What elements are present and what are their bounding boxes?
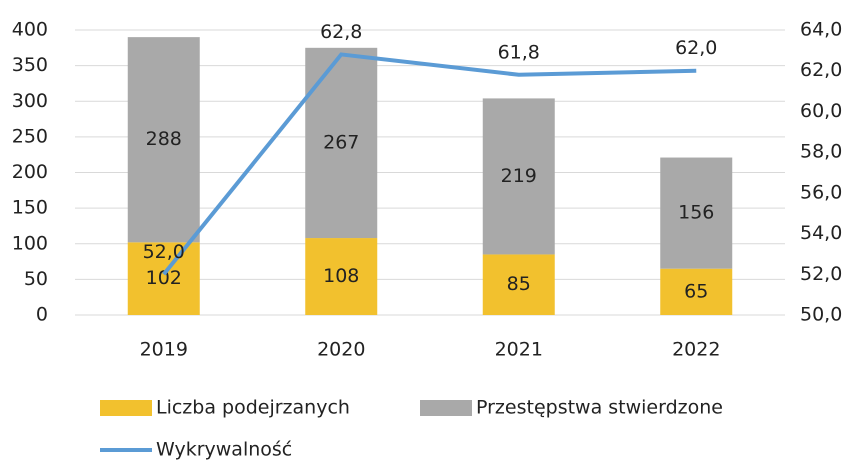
y-tick-label: 0 — [36, 304, 48, 326]
y2-tick-label: 56,0 — [800, 181, 842, 203]
y-tick-label: 100 — [12, 232, 48, 254]
y2-tick-label: 62,0 — [800, 59, 842, 81]
y-tick-label: 200 — [12, 161, 48, 183]
legend-label: Przestępstwa stwierdzone — [476, 397, 723, 419]
line-value-label: 61,8 — [498, 41, 540, 63]
bar-segment — [127, 242, 200, 315]
y-tick-label: 150 — [12, 197, 48, 219]
legend-label: Wykrywalność — [156, 439, 292, 461]
bar-value-label: 85 — [507, 273, 531, 295]
y-tick-label: 300 — [12, 90, 48, 112]
y2-tick-label: 64,0 — [800, 19, 842, 41]
bar-value-label: 108 — [323, 265, 359, 287]
line-value-label: 52,0 — [143, 241, 185, 263]
bar-segment — [305, 238, 378, 315]
bar-segment — [305, 47, 378, 239]
bar-segment — [127, 37, 200, 243]
y-tick-label: 400 — [12, 19, 48, 41]
x-tick-label: 2020 — [317, 339, 365, 361]
line-value-label: 62,8 — [320, 21, 362, 43]
legend-swatch — [100, 400, 152, 416]
line-series — [162, 52, 697, 276]
y2-tick-label: 60,0 — [800, 100, 842, 122]
x-tick-label: 2022 — [672, 339, 720, 361]
bar-value-label: 219 — [501, 165, 537, 187]
bar-value-label: 288 — [146, 128, 182, 150]
bar-value-label: 65 — [684, 280, 708, 302]
bar-segment — [482, 254, 555, 315]
bar-value-label: 102 — [146, 267, 182, 289]
y-tick-label: 250 — [12, 125, 48, 147]
y2-tick-label: 58,0 — [800, 141, 842, 163]
y-tick-label: 350 — [12, 54, 48, 76]
y2-tick-label: 54,0 — [800, 222, 842, 244]
legend-swatch — [420, 400, 472, 416]
legend-label: Liczba podejrzanych — [156, 397, 350, 419]
y-tick-label: 50 — [24, 268, 48, 290]
bar-value-label: 156 — [678, 202, 714, 224]
bar-segment — [660, 268, 733, 315]
bar-value-label: 267 — [323, 131, 359, 153]
x-tick-label: 2019 — [140, 339, 188, 361]
bar-segment — [482, 98, 555, 255]
bar-segment — [660, 157, 733, 269]
y2-tick-label: 52,0 — [800, 263, 842, 285]
y2-tick-label: 50,0 — [800, 304, 842, 326]
x-tick-label: 2021 — [495, 339, 543, 361]
line-value-label: 62,0 — [675, 37, 717, 59]
